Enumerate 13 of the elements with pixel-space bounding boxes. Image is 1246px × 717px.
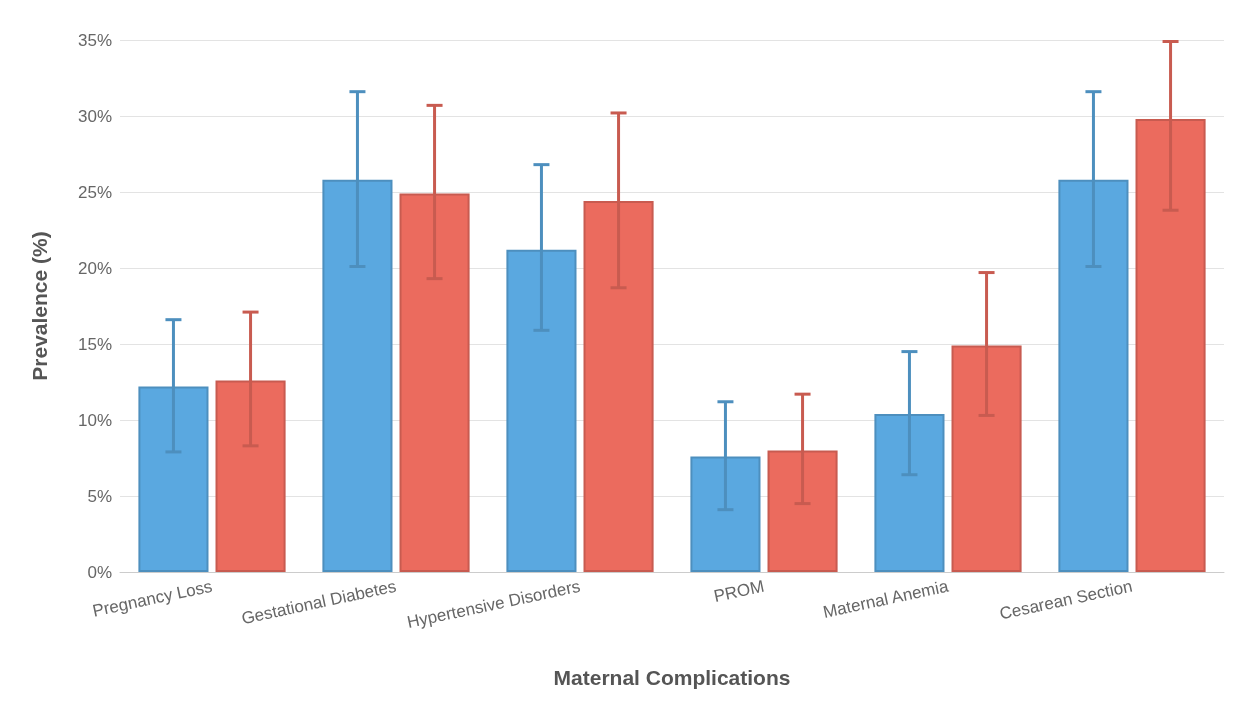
x-tick-label: Cesarean Section bbox=[997, 576, 1134, 624]
y-tick-label: 20% bbox=[77, 258, 112, 278]
y-tick-label: 15% bbox=[77, 334, 112, 354]
x-tick-label: PROM bbox=[712, 576, 766, 606]
x-tick-label: Maternal Anemia bbox=[821, 576, 951, 622]
y-tick-label: 35% bbox=[77, 30, 112, 50]
y-tick-label: 0% bbox=[87, 562, 112, 582]
x-axis-title: Maternal Complications bbox=[553, 666, 791, 689]
y-axis-title: Prevalence (%) bbox=[28, 231, 51, 381]
y-tick-label: 10% bbox=[77, 410, 112, 430]
y-tick-label: 25% bbox=[77, 182, 112, 202]
y-tick-label: 30% bbox=[77, 106, 112, 126]
y-tick-label: 5% bbox=[87, 486, 112, 506]
